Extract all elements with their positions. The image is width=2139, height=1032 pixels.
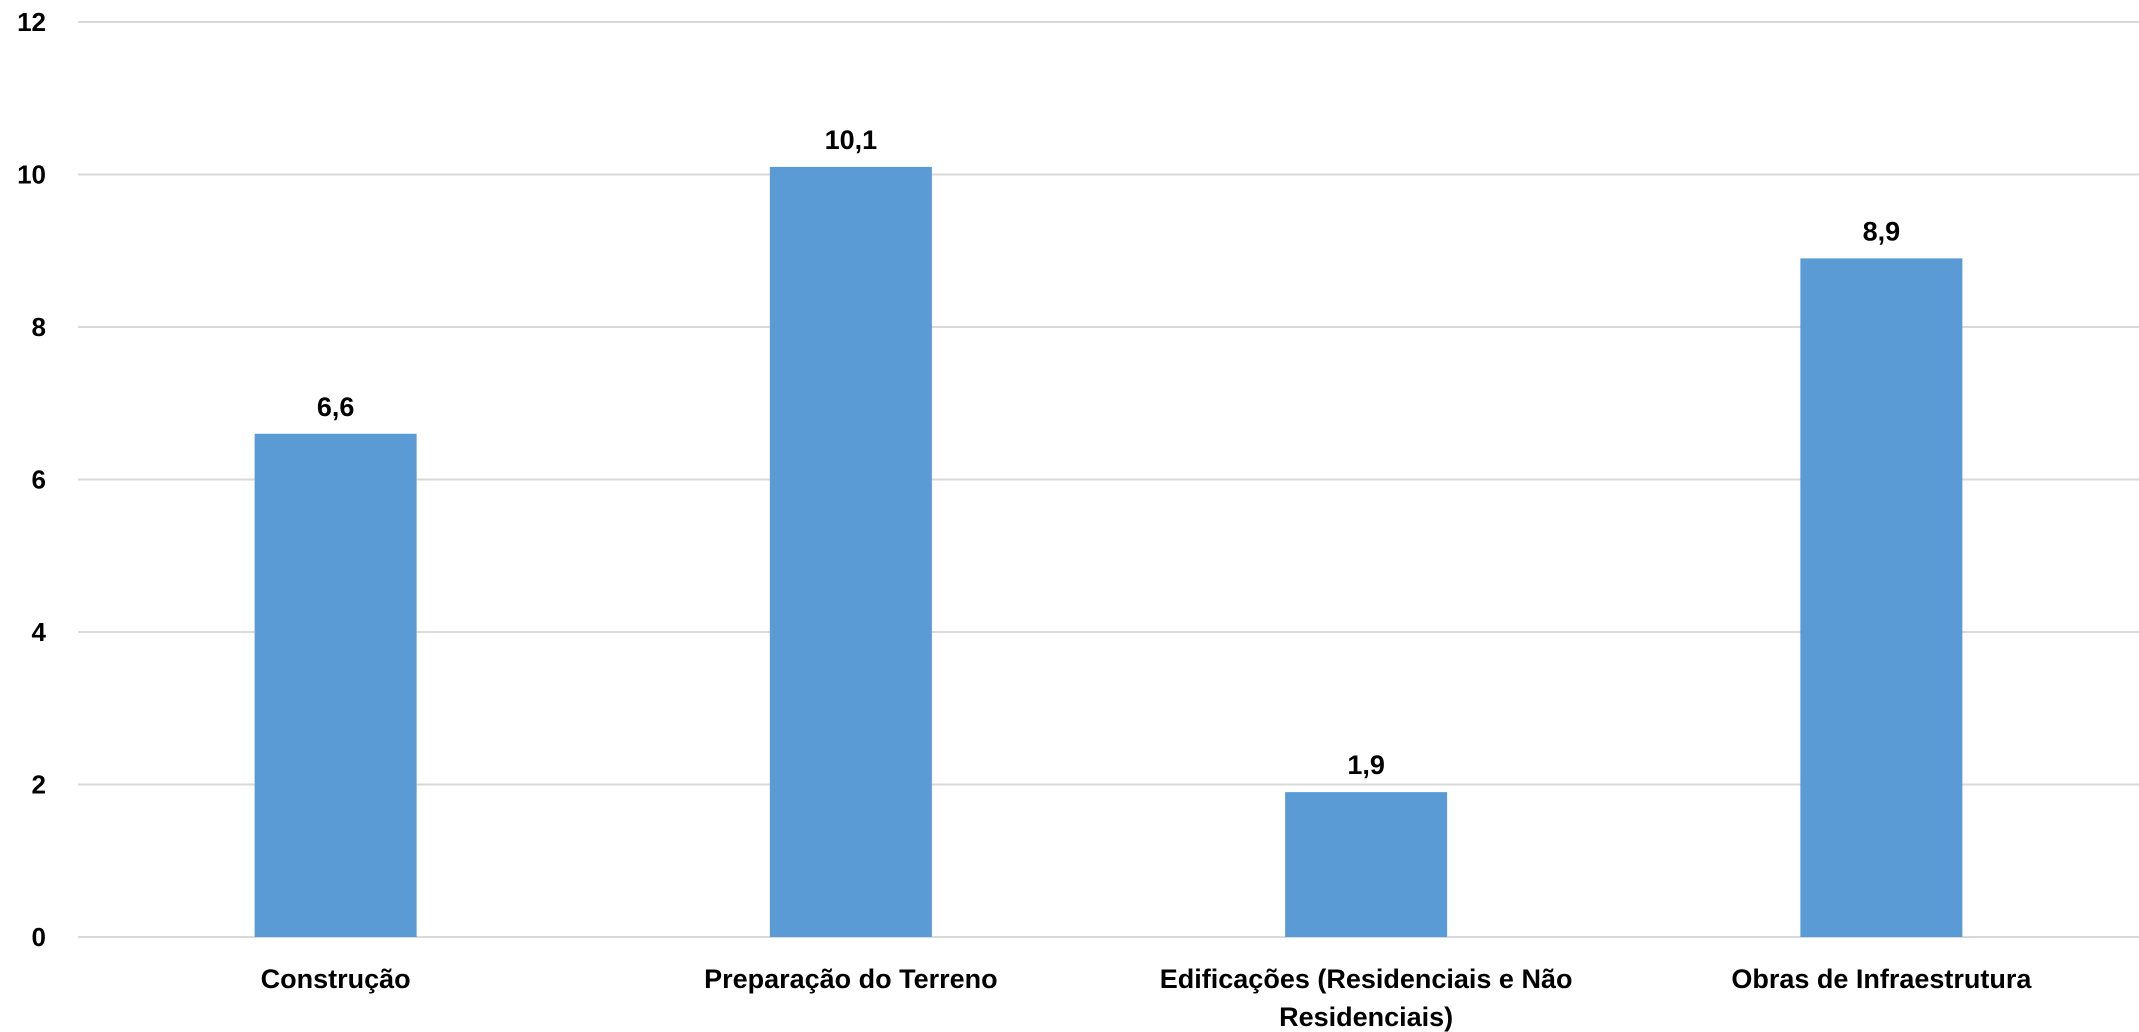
data-label-1: 6,6 xyxy=(317,392,355,422)
bar-2 xyxy=(769,166,932,937)
x-category-label-line: Construção xyxy=(261,964,411,994)
y-tick-label: 10 xyxy=(17,160,46,190)
x-category-label-line: Residenciais) xyxy=(1279,1002,1453,1032)
data-label-4: 8,9 xyxy=(1863,216,1901,246)
bar-3 xyxy=(1285,792,1448,937)
y-tick-label: 2 xyxy=(32,770,46,800)
y-tick-label: 6 xyxy=(32,465,46,495)
y-tick-label: 12 xyxy=(17,7,46,37)
x-category-label-line: Preparação do Terreno xyxy=(704,964,998,994)
bars xyxy=(254,166,1963,937)
gridlines xyxy=(78,21,2139,938)
bar-1 xyxy=(254,433,417,937)
x-category-label-2: Preparação do Terreno xyxy=(704,964,998,994)
y-tick-label: 0 xyxy=(32,922,46,952)
x-category-label-3: Edificações (Residenciais e Não Residenci… xyxy=(1160,964,1573,1032)
bar-4 xyxy=(1800,258,1963,937)
y-axis-tick-labels: 0 2 4 6 8 10 12 xyxy=(17,7,46,952)
x-category-label-1: Construção xyxy=(261,964,411,994)
x-category-label-line: Edificações (Residenciais e Não xyxy=(1160,964,1573,994)
y-tick-label: 8 xyxy=(32,312,46,342)
x-axis-category-labels: Construção Preparação do Terreno Edificaçõ… xyxy=(261,964,2033,1032)
data-labels: 6,6 10,1 1,9 8,9 xyxy=(317,125,1900,780)
x-category-label-4: Obras de Infraestrutura xyxy=(1731,964,2032,994)
data-label-3: 1,9 xyxy=(1347,750,1385,780)
data-label-2: 10,1 xyxy=(825,125,878,155)
y-tick-label: 4 xyxy=(32,617,47,647)
x-category-label-line: Obras de Infraestrutura xyxy=(1731,964,2032,994)
